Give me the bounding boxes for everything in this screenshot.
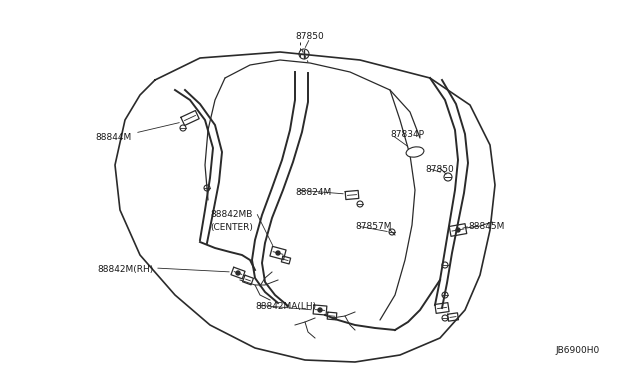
Text: 88842M(RH): 88842M(RH): [97, 265, 153, 274]
Text: 88842MA(LH): 88842MA(LH): [255, 302, 316, 311]
Circle shape: [276, 251, 280, 255]
Circle shape: [318, 308, 322, 312]
Text: 88824M: 88824M: [295, 188, 332, 197]
Ellipse shape: [406, 147, 424, 157]
Text: 87834P: 87834P: [390, 130, 424, 139]
Circle shape: [456, 228, 460, 232]
Text: 87857M: 87857M: [355, 222, 392, 231]
Circle shape: [236, 271, 240, 275]
Text: 88842MB: 88842MB: [210, 210, 252, 219]
Text: 87850: 87850: [296, 32, 324, 41]
Text: 88844M: 88844M: [95, 133, 131, 142]
Text: (CENTER): (CENTER): [210, 223, 253, 232]
Text: JB6900H0: JB6900H0: [556, 346, 600, 355]
Text: 87850: 87850: [425, 165, 454, 174]
Text: 88845M: 88845M: [468, 222, 504, 231]
